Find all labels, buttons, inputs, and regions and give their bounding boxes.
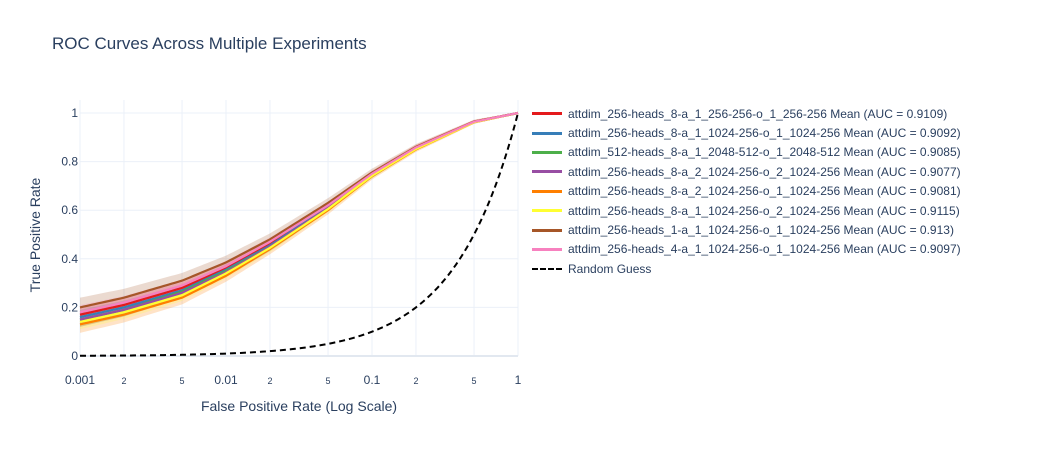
confidence-band-7: [80, 113, 518, 318]
legend-swatch: [532, 108, 562, 120]
y-tick-label: 1: [71, 106, 78, 120]
legend-item[interactable]: Random Guess: [532, 259, 961, 278]
x-tick-label: 2: [413, 376, 418, 386]
legend-item[interactable]: attdim_256-heads_8-a_1_1024-256-o_2_1024…: [532, 201, 961, 220]
y-axis-ticks: 0 0.2 0.4 0.6 0.8 1: [61, 106, 78, 363]
x-tick-label: 5: [180, 376, 185, 386]
y-tick-label: 0.8: [61, 155, 78, 169]
legend-label: attdim_256-heads_8-a_2_1024-256-o_1_1024…: [568, 184, 961, 199]
legend-swatch: [532, 224, 562, 236]
x-axis-label: False Positive Rate (Log Scale): [201, 398, 397, 414]
legend-label: attdim_256-heads_4-a_1_1024-256-o_1_1024…: [568, 242, 961, 257]
legend-label: attdim_512-heads_8-a_1_2048-512-o_1_2048…: [568, 145, 961, 160]
x-tick-label: 0.1: [364, 373, 381, 387]
legend-swatch: [532, 127, 562, 139]
x-tick-label: 0.001: [65, 373, 95, 387]
y-axis-label: True Positive Rate: [27, 177, 43, 292]
series-line-random-guess: [79, 112, 519, 357]
legend-item[interactable]: attdim_256-heads_8-a_1_1024-256-o_1_1024…: [532, 123, 961, 142]
legend-item[interactable]: attdim_256-heads_8-a_1_256-256-o_1_256-2…: [532, 104, 961, 123]
grid: [79, 100, 519, 357]
legend-label: attdim_256-heads_8-a_1_1024-256-o_2_1024…: [568, 203, 960, 218]
y-tick-label: 0.6: [61, 203, 78, 217]
legend-swatch: [532, 146, 562, 158]
series-lines: [79, 111, 519, 357]
y-tick-label: 0: [71, 349, 78, 363]
legend-item[interactable]: attdim_256-heads_8-a_2_1024-256-o_1_1024…: [532, 182, 961, 201]
x-tick-label: 2: [121, 376, 126, 386]
legend-label: Random Guess: [568, 261, 652, 276]
legend: attdim_256-heads_8-a_1_256-256-o_1_256-2…: [532, 104, 961, 279]
legend-swatch: [532, 185, 562, 197]
chart-title: ROC Curves Across Multiple Experiments: [52, 34, 367, 53]
legend-item[interactable]: attdim_256-heads_4-a_1_1024-256-o_1_1024…: [532, 240, 961, 259]
legend-label: attdim_256-heads_1-a_1_1024-256-o_1_1024…: [568, 223, 954, 238]
x-axis-ticks: 0.001 2 5 0.01 2 5 0.1 2 5 1: [65, 373, 522, 387]
x-tick-label: 0.01: [214, 373, 238, 387]
legend-swatch-dashed: [532, 263, 562, 275]
legend-label: attdim_256-heads_8-a_2_1024-256-o_2_1024…: [568, 164, 961, 179]
x-tick-label: 5: [472, 376, 477, 386]
x-tick-label: 1: [515, 373, 522, 387]
legend-label: attdim_256-heads_8-a_1_1024-256-o_1_1024…: [568, 126, 961, 141]
y-tick-label: 0.4: [61, 252, 78, 266]
legend-item[interactable]: attdim_256-heads_8-a_2_1024-256-o_2_1024…: [532, 162, 961, 181]
x-tick-label: 2: [267, 376, 272, 386]
legend-swatch: [532, 166, 562, 178]
x-tick-label: 5: [326, 376, 331, 386]
legend-item[interactable]: attdim_256-heads_1-a_1_1024-256-o_1_1024…: [532, 220, 961, 239]
legend-swatch: [532, 205, 562, 217]
legend-item[interactable]: attdim_512-heads_8-a_1_2048-512-o_1_2048…: [532, 143, 961, 162]
confidence-band-1: [80, 113, 518, 322]
y-tick-label: 0.2: [61, 300, 78, 314]
confidence-band-8: [80, 113, 518, 320]
legend-label: attdim_256-heads_8-a_1_256-256-o_1_256-2…: [568, 106, 948, 121]
legend-swatch: [532, 243, 562, 255]
series-line-8: [79, 111, 519, 314]
